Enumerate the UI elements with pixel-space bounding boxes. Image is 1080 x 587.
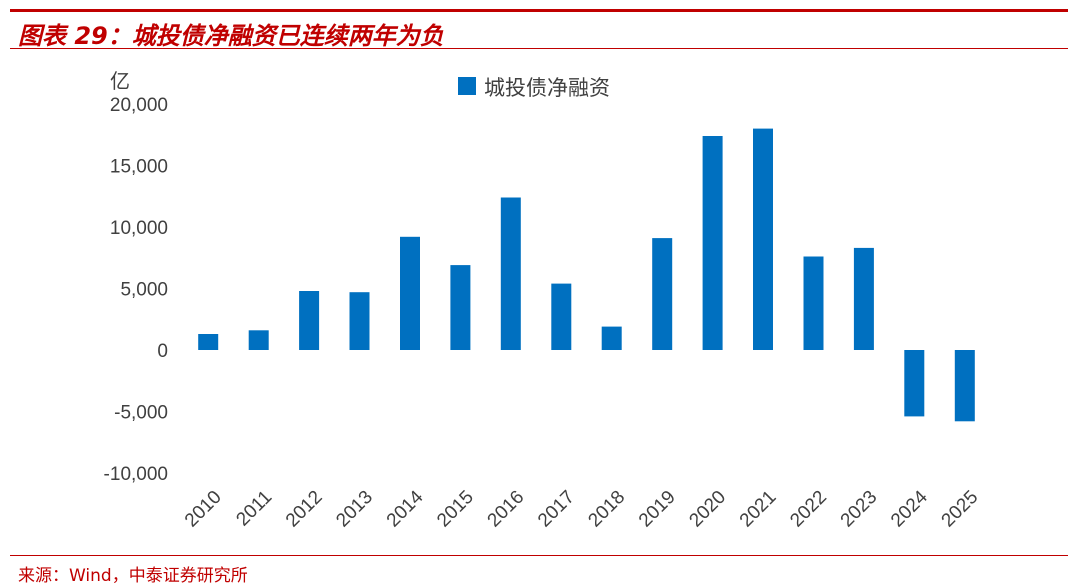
x-tick-label: 2021	[736, 487, 781, 532]
bar-2011	[248, 330, 269, 350]
title-rule	[10, 48, 1068, 49]
bar-2022	[803, 256, 824, 350]
bar-2023	[853, 247, 874, 350]
x-tick-label: 2016	[484, 487, 529, 532]
bars	[198, 128, 975, 422]
bar-2020	[702, 136, 723, 350]
top-rule	[10, 9, 1068, 12]
y-tick-label: -10,000	[104, 464, 168, 485]
y-tick-label: 0	[157, 341, 168, 362]
bar-2025	[954, 350, 975, 422]
x-tick-label: 2014	[383, 486, 428, 531]
bar-2015	[450, 265, 471, 350]
legend: 城投债净融资	[458, 76, 610, 100]
y-axis-unit-label: 亿	[110, 69, 130, 93]
chart-title: 图表 29：城投债净融资已连续两年为负	[18, 22, 444, 50]
y-tick-label: 10,000	[110, 218, 168, 239]
y-tick-label: 5,000	[120, 280, 168, 301]
bar-2019	[652, 238, 673, 350]
x-tick-label: 2024	[887, 486, 932, 531]
bar-2012	[299, 291, 320, 350]
legend-swatch	[458, 77, 476, 95]
bar-2013	[349, 292, 370, 350]
source-note: 来源：Wind，中泰证券研究所	[18, 566, 248, 586]
bar-2016	[500, 197, 521, 350]
x-tick-label: 2020	[685, 487, 730, 532]
bar-2010	[198, 334, 219, 350]
x-tick-label: 2023	[837, 487, 882, 532]
y-tick-label: 20,000	[110, 95, 168, 116]
y-tick-label: -5,000	[114, 403, 168, 424]
x-tick-label: 2019	[635, 487, 680, 532]
y-axis-ticks: 20,000 15,000 10,000 5,000 0 -5,000 -10,000	[104, 95, 168, 485]
bar-2018	[601, 326, 622, 350]
bottom-rule	[10, 555, 1068, 556]
x-tick-label: 2017	[534, 487, 579, 532]
x-tick-label: 2015	[433, 487, 478, 532]
x-axis-ticks: 2010 2011 2012 2013 2014 2015 2016 2017 2018 2019…	[181, 486, 982, 531]
x-tick-label: 2013	[332, 487, 377, 532]
x-tick-label: 2025	[938, 487, 983, 532]
bar-2017	[551, 283, 572, 350]
bar-2014	[400, 236, 420, 350]
x-tick-label: 2011	[232, 487, 276, 531]
y-tick-label: 15,000	[110, 157, 168, 178]
bar-2024	[904, 350, 925, 417]
legend-label: 城投债净融资	[484, 76, 610, 100]
x-tick-label: 2022	[786, 487, 831, 532]
x-tick-label: 2012	[282, 487, 327, 532]
x-tick-label: 2010	[181, 487, 226, 532]
x-tick-label: 2018	[584, 487, 629, 532]
bar-2021	[753, 128, 773, 350]
